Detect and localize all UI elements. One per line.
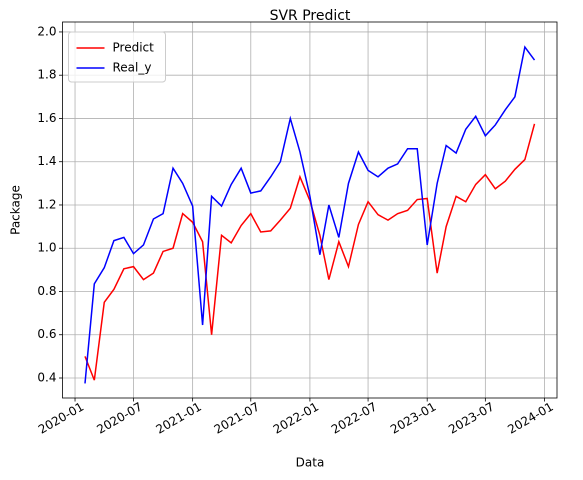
legend-box xyxy=(68,31,166,83)
x-tick-label: 2023-01 xyxy=(388,400,438,437)
x-axis-label: Data xyxy=(296,456,325,470)
x-tick-label: 2022-07 xyxy=(329,400,379,437)
y-tick-label: 1.2 xyxy=(37,197,56,211)
y-tick-label: 2.0 xyxy=(37,24,56,38)
x-tick-label: 2023-07 xyxy=(446,400,496,437)
y-tick-label: 1.6 xyxy=(37,111,56,125)
plot-frame xyxy=(62,21,558,399)
x-tick-label: 2021-07 xyxy=(212,400,262,437)
chart-title: SVR Predict xyxy=(270,8,351,24)
y-tick-label: 0.6 xyxy=(37,327,56,341)
x-tick-label: 2021-01 xyxy=(153,400,203,437)
x-tick-label: 2022-01 xyxy=(271,400,321,437)
y-tick-label: 0.8 xyxy=(37,284,56,298)
legend-label: Real_y xyxy=(113,61,152,75)
y-tick-label: 1.8 xyxy=(37,68,56,82)
y-tick-label: 0.4 xyxy=(37,370,56,384)
x-tick-label: 2020-01 xyxy=(36,400,86,437)
line-series xyxy=(84,45,536,384)
x-tick-label: 2024-01 xyxy=(505,400,555,437)
legend-label: Predict xyxy=(113,41,155,55)
y-axis-label: Package xyxy=(9,185,23,235)
y-tick-label: 1.4 xyxy=(37,154,56,168)
y-tick-label: 1.0 xyxy=(37,241,56,255)
x-tick-label: 2020-07 xyxy=(94,400,144,437)
